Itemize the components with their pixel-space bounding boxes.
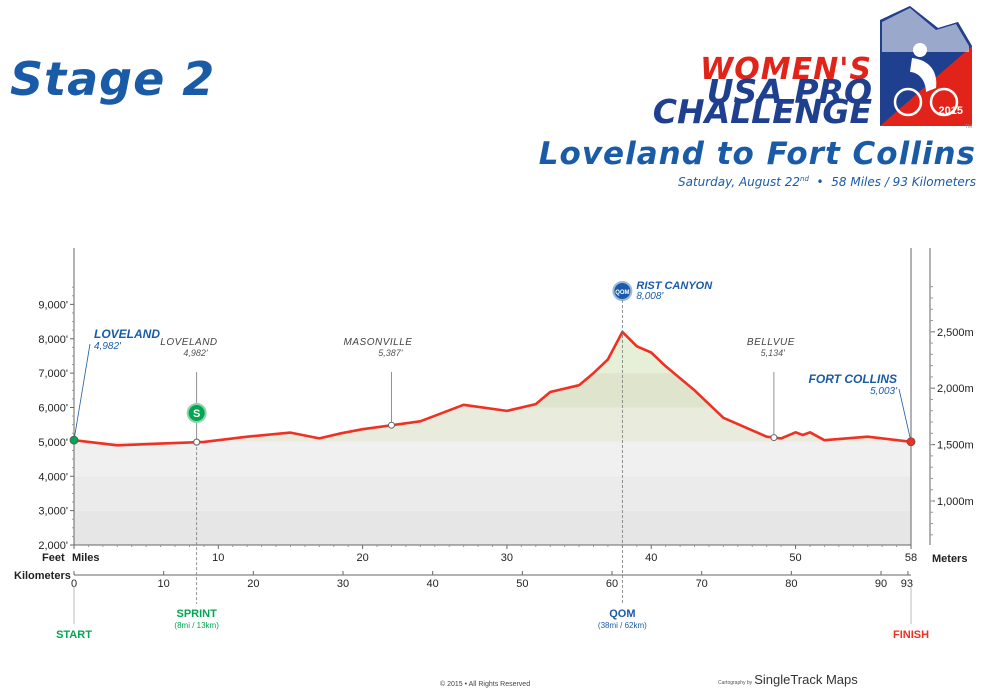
elevation-band xyxy=(74,476,911,511)
mile-tick-label: 30 xyxy=(501,552,513,564)
stage-distance: 58 Miles / 93 Kilometers xyxy=(831,175,976,189)
logo-tm: TM xyxy=(965,124,972,128)
km-tick-label: 80 xyxy=(785,578,797,590)
landmark-name: MASONVILLE xyxy=(344,337,413,348)
stage-date-suffix: nd xyxy=(800,175,809,183)
km-tick-label: 0 xyxy=(71,578,77,590)
sprint-detail: (8mi / 13km) xyxy=(174,621,219,630)
logo-emblem: 2015 TM xyxy=(880,6,972,128)
y-tick-label: 3,000' xyxy=(38,506,68,518)
km-tick-label: 30 xyxy=(337,578,349,590)
miles-unit-label: Miles xyxy=(72,552,100,564)
y-tick-label: 4,000' xyxy=(38,471,68,483)
cartography-prefix: Cartography by xyxy=(718,680,753,686)
km-tick-label: 10 xyxy=(158,578,170,590)
qom-detail: (38mi / 62km) xyxy=(598,621,647,630)
endpoint-marker xyxy=(906,437,916,447)
sprint-icon xyxy=(186,403,207,423)
route-title: Loveland to Fort Collins xyxy=(538,136,976,172)
meters-unit-label: Meters xyxy=(932,553,967,565)
chart-axes: 2,000' 3,000' 4,000' 5,000' 6,000' 7,000' 8,00… xyxy=(14,248,974,590)
landmark-elev: 5,134' xyxy=(761,348,786,358)
mile-tick-label: 50 xyxy=(789,552,801,564)
km-unit-label: Kilometers xyxy=(14,570,71,582)
elevation-bands xyxy=(74,441,911,545)
meters-tick-label: 1,500m xyxy=(937,440,974,452)
landmark-name: BELLVUE xyxy=(747,337,795,348)
meters-tick-label: 2,500m xyxy=(937,327,974,339)
landmark-name: LOVELAND xyxy=(160,337,217,348)
endpoint-name: LOVELAND xyxy=(94,327,160,341)
logo-year: 2015 xyxy=(939,105,963,117)
landmark-elev: 4,982' xyxy=(183,348,208,358)
endpoint-name: FORT COLLINS xyxy=(809,372,897,386)
y-tick-label: 5,000' xyxy=(38,437,68,449)
cartography-brand: SingleTrack Maps xyxy=(754,672,858,687)
sprint-icon-label: S xyxy=(193,408,200,420)
endpoint-elev: 4,982' xyxy=(94,341,122,352)
landmark-marker xyxy=(770,434,778,442)
mile-tick-label: 10 xyxy=(212,552,224,564)
stage-date: Saturday, August 22 xyxy=(677,175,801,189)
stage-subtitle: Saturday, August 22nd • 58 Miles / 93 Ki… xyxy=(677,175,976,189)
landmark-elev: 5,387' xyxy=(378,348,403,358)
fill-band xyxy=(626,230,627,231)
y-tick-label: 2,000' xyxy=(38,540,68,552)
km-tick-label: 60 xyxy=(606,578,618,590)
mile-tick-label: 20 xyxy=(356,552,368,564)
qom-landmark-name: RIST CANYON xyxy=(636,280,713,292)
y-tick-label: 8,000' xyxy=(38,334,68,346)
meters-tick-label: 2,000m xyxy=(937,383,974,395)
elevation-band xyxy=(74,510,911,545)
logo-line1: WOMEN'S xyxy=(700,52,872,87)
elevation-line xyxy=(73,330,912,447)
sprint-label: SPRINT xyxy=(176,608,217,620)
qom-label: QOM xyxy=(609,608,635,620)
km-tick-label: 40 xyxy=(427,578,439,590)
fill-band xyxy=(74,373,911,408)
race-logo: 2015 TM xyxy=(880,6,972,128)
logo-line3: CHALLENGE xyxy=(652,92,872,131)
km-tick-label: 20 xyxy=(247,578,259,590)
y-tick-label: 6,000' xyxy=(38,403,68,415)
feet-unit-label: Feet xyxy=(42,552,65,564)
mile-tick-label: 40 xyxy=(645,552,657,564)
logo-line2: USA PRO xyxy=(706,72,872,111)
km-tick-label: 90 xyxy=(875,578,887,590)
chart-annotations: LOVELAND4,982'MASONVILLE5,387'BELLVUE5,1… xyxy=(56,280,929,641)
stage-title: Stage 2 xyxy=(10,52,216,106)
elevation-band xyxy=(74,441,911,477)
endpoint-marker xyxy=(69,435,79,445)
meters-tick-label: 1,000m xyxy=(937,496,974,508)
copyright: © 2015 • All Rights Reserved xyxy=(440,681,531,688)
endpoint-leader xyxy=(73,343,91,441)
y-tick-label: 9,000' xyxy=(38,299,68,311)
km-tick-label: 70 xyxy=(696,578,708,590)
mile-tick-label: 58 xyxy=(905,552,917,564)
sprint-point xyxy=(193,438,201,446)
landmark-marker xyxy=(387,421,395,429)
qom-icon-label: QOM xyxy=(615,290,629,296)
qom-landmark-elev: 8,008' xyxy=(636,291,664,302)
endpoint-leader xyxy=(898,388,912,442)
km-tick-label: 93 xyxy=(901,578,913,590)
start-label: START xyxy=(56,629,92,641)
finish-label: FINISH xyxy=(893,629,929,641)
km-tick-label: 50 xyxy=(516,578,528,590)
y-tick-label: 7,000' xyxy=(38,368,68,380)
endpoint-elev: 5,003' xyxy=(870,386,898,397)
cartography-credit: Cartography by SingleTrack Maps xyxy=(718,672,858,687)
